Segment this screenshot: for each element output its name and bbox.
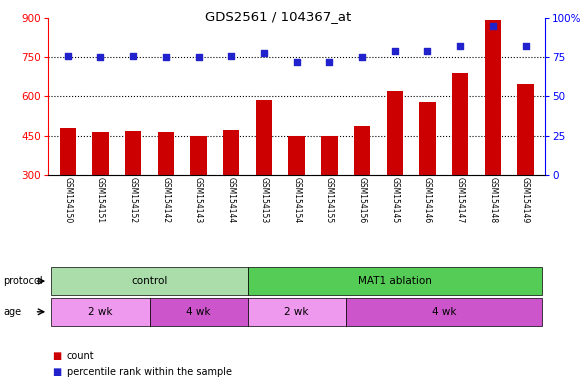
Text: GSM154143: GSM154143 xyxy=(194,177,203,224)
Text: GSM154148: GSM154148 xyxy=(488,177,498,223)
Bar xyxy=(517,84,534,175)
Bar xyxy=(248,298,346,326)
Bar xyxy=(321,136,338,175)
Text: control: control xyxy=(131,276,168,286)
Text: GSM154151: GSM154151 xyxy=(96,177,105,223)
Text: percentile rank within the sample: percentile rank within the sample xyxy=(67,367,231,377)
Bar xyxy=(288,136,305,175)
Text: GDS2561 / 104367_at: GDS2561 / 104367_at xyxy=(205,10,351,23)
Bar xyxy=(92,132,108,175)
Text: ■: ■ xyxy=(52,367,61,377)
Bar xyxy=(354,126,370,175)
Point xyxy=(488,23,498,29)
Text: GSM154149: GSM154149 xyxy=(521,177,530,224)
Point xyxy=(357,54,367,60)
Text: protocol: protocol xyxy=(3,276,42,286)
Point xyxy=(194,54,203,60)
Bar xyxy=(158,132,174,175)
Bar xyxy=(52,267,248,295)
Bar xyxy=(223,130,240,175)
Point xyxy=(325,59,334,65)
Point xyxy=(259,50,269,56)
Text: count: count xyxy=(67,351,95,361)
Point xyxy=(455,43,465,49)
Text: GSM154155: GSM154155 xyxy=(325,177,334,224)
Bar xyxy=(125,131,142,175)
Text: GSM154146: GSM154146 xyxy=(423,177,432,224)
Text: GSM154156: GSM154156 xyxy=(358,177,367,224)
Bar xyxy=(256,100,272,175)
Text: GSM154153: GSM154153 xyxy=(259,177,269,224)
Text: age: age xyxy=(3,307,21,317)
Point xyxy=(161,54,171,60)
Bar xyxy=(52,298,150,326)
Text: GSM154142: GSM154142 xyxy=(161,177,171,223)
Bar xyxy=(452,73,469,175)
Text: 4 wk: 4 wk xyxy=(186,307,211,317)
Text: ■: ■ xyxy=(52,351,61,361)
Point xyxy=(63,53,72,59)
Point xyxy=(227,53,236,59)
Point xyxy=(423,48,432,54)
Text: GSM154152: GSM154152 xyxy=(129,177,137,223)
Text: GSM154145: GSM154145 xyxy=(390,177,399,224)
Bar xyxy=(248,267,542,295)
Bar xyxy=(346,298,542,326)
Point xyxy=(292,59,302,65)
Bar xyxy=(190,136,206,175)
Text: GSM154147: GSM154147 xyxy=(456,177,465,224)
Bar xyxy=(150,298,248,326)
Text: 2 wk: 2 wk xyxy=(284,307,309,317)
Point xyxy=(129,53,138,59)
Text: MAT1 ablation: MAT1 ablation xyxy=(358,276,432,286)
Bar xyxy=(419,102,436,175)
Text: GSM154144: GSM154144 xyxy=(227,177,235,224)
Bar xyxy=(485,20,501,175)
Text: GSM154150: GSM154150 xyxy=(63,177,72,224)
Text: 4 wk: 4 wk xyxy=(432,307,456,317)
Point xyxy=(390,48,400,54)
Point xyxy=(96,54,105,60)
Point xyxy=(521,43,530,49)
Bar xyxy=(60,128,76,175)
Bar xyxy=(387,91,403,175)
Text: 2 wk: 2 wk xyxy=(88,307,113,317)
Text: GSM154154: GSM154154 xyxy=(292,177,301,224)
